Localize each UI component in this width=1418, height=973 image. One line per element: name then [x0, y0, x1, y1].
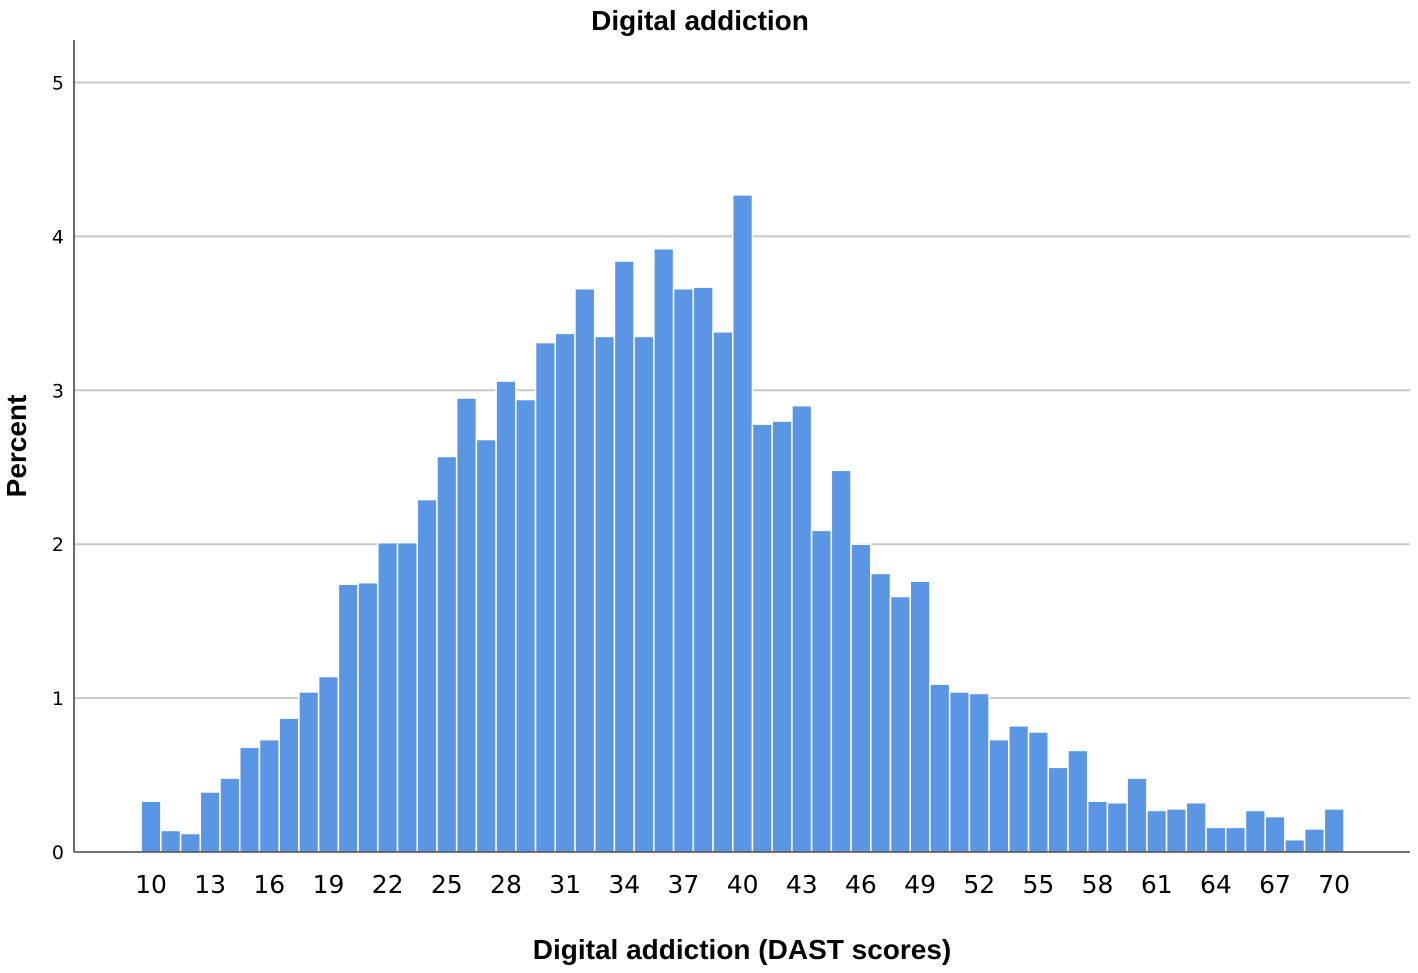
- y-tick-label: 2: [52, 534, 64, 556]
- bar: [278, 717, 300, 853]
- x-tick-label: 64: [1200, 870, 1232, 899]
- bar: [337, 583, 359, 853]
- bar: [416, 498, 438, 853]
- bar: [1146, 809, 1168, 853]
- chart-title: Digital addiction: [591, 5, 809, 36]
- bar: [1264, 815, 1286, 853]
- bar: [239, 746, 261, 853]
- bar: [633, 335, 655, 853]
- x-axis-label: Digital addiction (DAST scores): [533, 934, 952, 965]
- bar: [1323, 808, 1345, 853]
- x-tick-label: 67: [1259, 870, 1291, 899]
- bar: [929, 683, 951, 853]
- x-tick-label: 43: [786, 870, 818, 899]
- bar: [771, 420, 793, 853]
- bar: [455, 397, 478, 853]
- bar: [948, 691, 971, 853]
- x-tick-label: 70: [1318, 870, 1350, 899]
- bar: [1008, 725, 1030, 853]
- bar: [1067, 749, 1089, 853]
- bar: [1225, 826, 1247, 853]
- bar: [1244, 809, 1266, 853]
- x-tick-label: 52: [963, 870, 995, 899]
- x-tick-label: 34: [608, 870, 640, 899]
- bar: [1106, 802, 1128, 853]
- bar: [870, 572, 892, 853]
- bar: [1303, 828, 1326, 853]
- bar: [475, 438, 497, 853]
- y-tick-label: 5: [52, 73, 64, 95]
- bar: [653, 247, 675, 853]
- y-tick-labels: 0 1 2 3 4 5: [52, 73, 64, 865]
- x-tick-label: 31: [549, 870, 581, 899]
- bar: [732, 194, 754, 853]
- bar: [692, 286, 714, 853]
- bar: [1027, 731, 1050, 853]
- x-tick-label: 25: [431, 870, 463, 899]
- bar: [889, 595, 911, 853]
- y-tick-label: 4: [52, 226, 64, 248]
- y-axis-label: Percent: [1, 395, 32, 498]
- bar: [179, 832, 202, 853]
- y-tick-label: 1: [52, 688, 64, 710]
- bar: [850, 543, 872, 853]
- bar: [357, 581, 379, 853]
- bar: [1284, 838, 1306, 853]
- bar: [1086, 800, 1109, 853]
- axes: [73, 40, 1410, 853]
- bar: [988, 738, 1010, 853]
- bar: [751, 423, 773, 853]
- bar: [495, 380, 517, 853]
- bar: [1126, 777, 1148, 853]
- bar: [140, 800, 162, 853]
- x-tick-label: 10: [135, 870, 167, 899]
- bar: [1165, 808, 1188, 853]
- bar: [613, 260, 635, 853]
- x-tick-label: 22: [372, 870, 404, 899]
- bar: [219, 777, 241, 853]
- x-tick-label: 58: [1082, 870, 1114, 899]
- x-tick-label: 16: [253, 870, 285, 899]
- bar: [258, 738, 280, 853]
- y-tick-label: 0: [52, 842, 64, 864]
- bar: [810, 529, 833, 853]
- bar: [377, 541, 399, 853]
- bar: [199, 791, 221, 853]
- x-tick-label: 61: [1141, 870, 1173, 899]
- bar: [515, 398, 537, 853]
- bar: [1047, 766, 1069, 853]
- bar: [574, 287, 596, 853]
- x-tick-label: 37: [668, 870, 700, 899]
- bar: [909, 580, 931, 853]
- bar: [672, 287, 695, 853]
- bar: [712, 331, 734, 853]
- bar: [317, 675, 340, 853]
- bars: [140, 194, 1345, 853]
- bar: [396, 541, 418, 853]
- x-tick-label: 55: [1022, 870, 1054, 899]
- bar: [298, 691, 320, 853]
- y-tick-label: 3: [52, 380, 64, 402]
- bar: [534, 341, 556, 853]
- x-tick-label: 28: [490, 870, 522, 899]
- x-tick-labels: 10 13 16 19 22 25 28 31 34 37 40 43 46 49 52 55 58 61 64 67…: [135, 870, 1350, 899]
- x-tick-label: 49: [904, 870, 936, 899]
- x-tick-label: 46: [845, 870, 877, 899]
- bar: [593, 335, 616, 853]
- bar: [968, 692, 990, 853]
- x-tick-label: 13: [194, 870, 226, 899]
- bar: [791, 404, 813, 853]
- x-tick-label: 40: [727, 870, 759, 899]
- x-tick-label: 19: [313, 870, 345, 899]
- bar: [1205, 826, 1227, 853]
- bar: [160, 829, 182, 853]
- bar: [830, 469, 852, 853]
- bar: [436, 455, 458, 853]
- bar: [1185, 802, 1207, 853]
- bar: [554, 332, 576, 853]
